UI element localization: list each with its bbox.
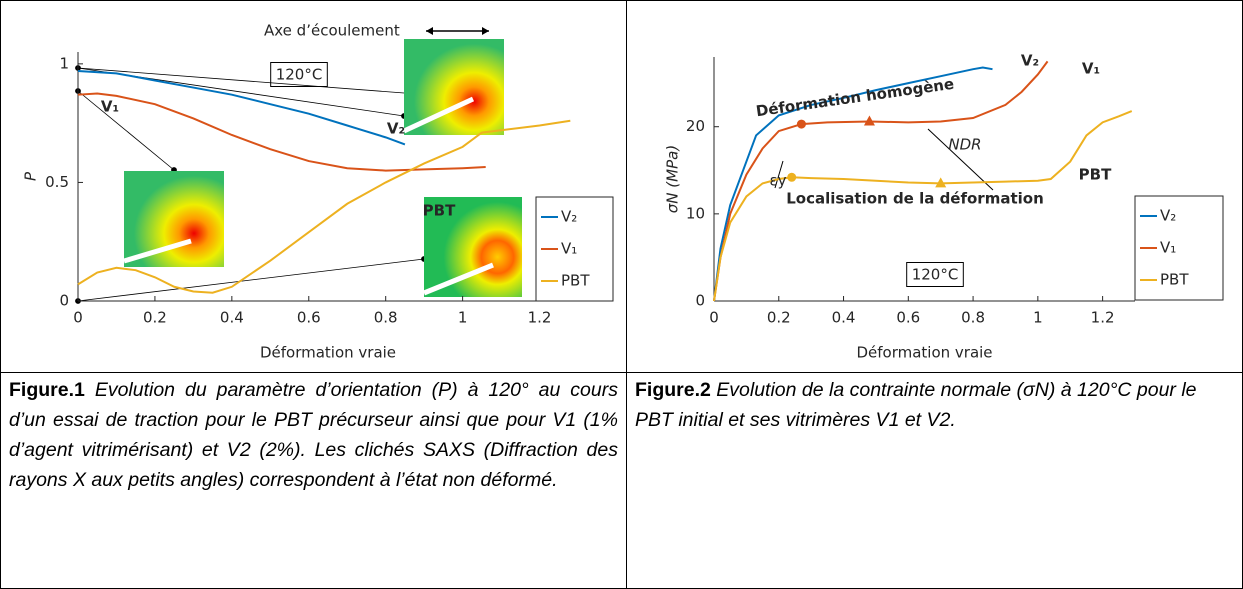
x-tick-label: 0 [709,309,719,327]
annotation: V₁ [101,98,119,116]
x-tick-label: 0.6 [297,309,321,327]
x-tick-label: 1.2 [1091,309,1115,327]
legend-label: V₂ [1160,207,1176,225]
y-tick-label: 20 [686,117,705,135]
annotation: Localisation de la déformation [786,190,1044,208]
legend-label: V₁ [1160,239,1176,257]
caption-text: Evolution de la contrainte normale (σN) … [635,379,1197,431]
x-axis-label: Déformation vraie [260,344,396,362]
saxs-image [124,171,224,267]
y-tick-label: 0 [59,292,69,310]
legend-label: PBT [1160,271,1189,289]
x-tick-label: 1 [1033,309,1043,327]
x-tick-label: 0.4 [832,309,856,327]
y-tick-label: 0.5 [45,173,69,191]
x-tick-label: 1.2 [528,309,552,327]
x-tick-label: 0.2 [767,309,791,327]
annotation: Déformation homogène [755,75,955,121]
annotation: 120°C [912,266,959,284]
annotation: εy [770,172,787,190]
annotation: V₂ [387,120,405,138]
annotation: PBT [1079,166,1112,184]
series-line [78,71,405,145]
y-tick-label: 1 [59,54,69,72]
chart: 0 0.2 0.4 0.6 0.8 1 1.2 0 10 20 Déformation vraie σ… [628,3,1240,371]
x-axis-label: Déformation vraie [856,344,992,362]
annotation: V₂ [1021,52,1039,70]
x-tick-label: 0 [73,309,83,327]
y-axis-label: P [22,171,40,181]
marker [787,173,796,182]
y-axis-label: σN (MPa) [664,145,682,213]
figure-cell: 0 0.2 0.4 0.6 0.8 1 1.2 0 10 20 Déformation vraie σ… [626,0,1243,373]
x-tick-label: 0.2 [143,309,167,327]
chart: 0 0.2 0.4 0.6 0.8 1 1.2 0 0.5 1 Déformation vraie P… [3,3,623,371]
page: 0 0.2 0.4 0.6 0.8 1 1.2 0 0.5 1 Déformation vraie P… [0,0,1243,589]
saxs-image [404,39,504,135]
annotation: NDR [948,136,981,154]
annotation: 120°C [276,66,323,84]
annotation: Axe d’écoulement [264,22,400,40]
legend-label: PBT [561,272,590,290]
marker [864,115,875,125]
annotation: PBT [423,202,456,220]
y-tick-label: 0 [695,292,705,310]
x-tick-label: 1 [458,309,468,327]
legend-label: V₂ [561,208,577,226]
caption-label: Figure.1 [9,379,85,401]
marker [797,120,806,129]
x-tick-label: 0.8 [961,309,985,327]
legend-label: V₁ [561,240,577,258]
x-tick-label: 0.8 [374,309,398,327]
x-tick-label: 0.4 [220,309,244,327]
caption: Figure.1 Evolution du paramètre d’orient… [0,372,627,589]
caption: Figure.2 Evolution de la contrainte norm… [626,372,1243,589]
figure-cell: 0 0.2 0.4 0.6 0.8 1 1.2 0 0.5 1 Déformation vraie P… [0,0,627,373]
caption-text: Evolution du paramètre d’orientation (P)… [9,379,618,491]
x-tick-label: 0.6 [896,309,920,327]
annotation: V₁ [1082,60,1100,78]
caption-label: Figure.2 [635,379,711,401]
y-tick-label: 10 [686,204,705,222]
